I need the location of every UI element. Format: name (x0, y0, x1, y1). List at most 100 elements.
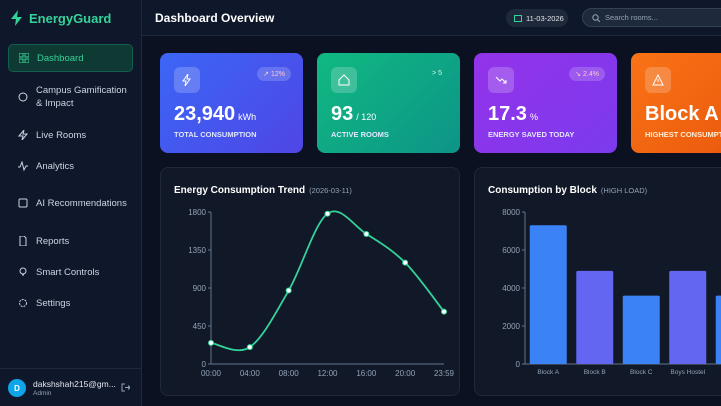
card-badge: ↗ 12% (257, 67, 291, 81)
stat-card: Block A HIGHEST CONSUMPTION (631, 53, 721, 153)
nav-item[interactable]: Analytics (8, 157, 133, 175)
y-tick-label: 1350 (188, 246, 206, 255)
nav-label: Campus Gamification & Impact (36, 85, 127, 109)
card-value: 93/ 120 (331, 103, 376, 126)
nav-label: Live Rooms (36, 129, 87, 141)
card-label: ENERGY SAVED TODAY (488, 130, 575, 139)
card-value: Block A (645, 103, 719, 126)
page-title: Dashboard Overview (155, 11, 275, 25)
user-email: dakshshah215@gm... (33, 379, 116, 389)
y-tick-label: 6000 (502, 246, 520, 255)
x-tick-label: 20:00 (395, 369, 416, 378)
user-role: Admin (33, 390, 52, 397)
bar-chart: Consumption by Block (HIGH LOAD) 0 2000 4000… (488, 185, 721, 376)
x-tick-label: Block C (630, 369, 653, 376)
y-tick-label: 4000 (502, 284, 520, 293)
title-text: Energy Consumption Trend (174, 185, 305, 196)
header: Dashboard Overview 11-03-2026 Search roo… (142, 0, 721, 36)
unit: kWh (238, 112, 257, 122)
nav-item[interactable]: Campus Gamification & Impact (8, 82, 133, 112)
stat-card: > 5 93/ 120 ACTIVE ROOMS (317, 53, 460, 153)
card-value: 17.3% (488, 103, 538, 126)
date-picker[interactable]: 11-03-2026 (506, 9, 568, 27)
stat-card: ↗ 12% 23,940 kWh TOTAL CONSUMPTION (160, 53, 303, 153)
nav-item[interactable]: Smart Controls (8, 263, 133, 281)
stat-card: ↘ 2.4% 17.3% ENERGY SAVED TODAY (474, 53, 617, 153)
y-tick-label: 900 (193, 284, 207, 293)
x-tick-label: 23:59 (434, 369, 455, 378)
card-icon (645, 67, 671, 93)
data-point (208, 339, 214, 346)
bar (715, 295, 721, 364)
data-point (324, 210, 331, 217)
value: Block A (645, 103, 719, 125)
date: 11-03-2026 (526, 13, 564, 23)
nav-label: Analytics (36, 160, 75, 172)
y-tick-label: 450 (193, 322, 207, 331)
brand-name: EnergyGuard (29, 10, 112, 26)
data-point (246, 344, 253, 351)
nav-item[interactable]: Reports (8, 232, 133, 250)
card-badge: > 5 (426, 67, 448, 80)
data-point (441, 308, 447, 315)
brand: EnergyGuard (10, 10, 111, 26)
nav-label: Reports (36, 235, 70, 247)
value: 23,940 (174, 103, 236, 125)
user-panel: D dakshshah215@gm... Admin (0, 368, 142, 406)
card-label: TOTAL CONSUMPTION (174, 130, 257, 139)
bar (669, 270, 707, 364)
bar (529, 225, 567, 364)
y-tick-label: 1800 (188, 208, 206, 217)
unit: % (529, 112, 538, 122)
data-point (363, 230, 370, 237)
line-series (210, 210, 445, 352)
nav-item[interactable]: Dashboard (8, 44, 133, 72)
bar (622, 295, 660, 364)
card-value: 23,940 kWh (174, 103, 256, 126)
card-label: ACTIVE ROOMS (331, 130, 389, 139)
nav-label: AI Recommendations (36, 197, 127, 209)
bar (576, 270, 614, 364)
x-tick-label: 12:00 (317, 369, 338, 378)
chart-subtitle: (HIGH LOAD) (601, 186, 648, 195)
value: 17.3 (488, 103, 527, 125)
x-tick-label: Block A (537, 369, 559, 376)
x-tick-label: 16:00 (356, 369, 377, 378)
card-icon (488, 67, 514, 93)
chart-panel: Consumption by Block (HIGH LOAD) 0 2000 4000… (474, 167, 721, 396)
line-chart: Energy Consumption Trend (2026-03-11) 0 450… (174, 185, 455, 378)
chart-subtitle: (2026-03-11) (309, 186, 352, 195)
nav-item[interactable]: AI Recommendations (8, 188, 133, 218)
avatar: D (8, 379, 26, 397)
x-tick-label: Boys Hostel (670, 369, 705, 376)
badge-text: > 5 (432, 70, 442, 77)
sidebar: EnergyGuard Dashboard Campus Gamificatio… (0, 0, 142, 406)
card-icon (331, 67, 357, 93)
x-tick-label: 04:00 (240, 369, 261, 378)
value: 93 (331, 103, 354, 125)
y-tick-label: 2000 (502, 322, 520, 331)
y-tick-label: 0 (202, 360, 207, 369)
card-icon (174, 67, 200, 93)
title-text: Consumption by Block (488, 185, 597, 196)
nav-item[interactable]: Settings (8, 294, 133, 312)
card-label: HIGHEST CONSUMPTION (645, 130, 721, 139)
chart-title: Energy Consumption Trend (2026-03-11) (174, 185, 352, 196)
data-point (402, 259, 409, 266)
chart-panel: Energy Consumption Trend (2026-03-11) 0 450… (160, 167, 460, 396)
nav-label: Smart Controls (36, 266, 100, 278)
y-tick-label: 8000 (502, 208, 520, 217)
x-tick-label: Block B (584, 369, 606, 376)
unit: / 120 (356, 112, 377, 122)
search-box[interactable]: Search rooms... (582, 8, 721, 27)
logout-icon[interactable] (121, 383, 130, 392)
data-point (285, 287, 292, 294)
x-tick-label: 08:00 (279, 369, 300, 378)
badge-text: 12% (270, 70, 285, 78)
search-placeholder: Search rooms... (605, 13, 658, 22)
card-badge: ↘ 2.4% (569, 67, 605, 81)
nav-item[interactable]: Live Rooms (8, 126, 133, 144)
nav-label: Settings (36, 297, 71, 309)
badge-text: 2.4% (583, 70, 599, 78)
